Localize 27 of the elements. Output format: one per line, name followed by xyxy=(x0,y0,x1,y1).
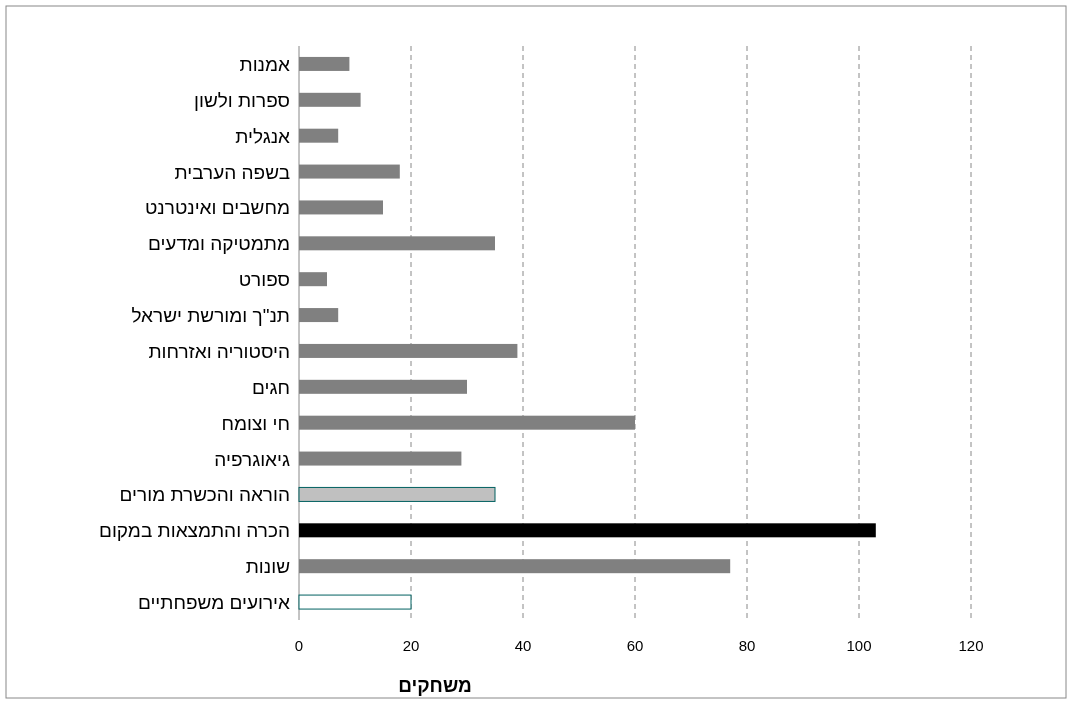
y-tick-label: היסטוריה ואזרחות xyxy=(148,340,290,362)
x-axis-title: משחקים xyxy=(398,675,472,696)
y-tick-label: חי וצומח xyxy=(221,412,290,434)
x-tick-label: 20 xyxy=(402,637,420,654)
y-tick-label: ספרות ולשון xyxy=(194,89,290,111)
x-tick-label: 80 xyxy=(738,637,756,654)
y-tick-label: שונות xyxy=(245,556,291,578)
x-tick-label: 100 xyxy=(846,637,872,654)
y-tick-label: תנ"ך ומורשת ישראל xyxy=(131,305,290,327)
y-tick-label: אמנות xyxy=(239,53,291,75)
bar xyxy=(299,523,876,538)
y-tick-label: הוראה והכשרת מורים xyxy=(119,484,290,506)
y-tick-label: אנגלית xyxy=(235,125,291,147)
bar xyxy=(298,594,412,610)
x-tick-label: 120 xyxy=(958,637,984,654)
y-tick-label: חגים xyxy=(252,376,290,398)
y-tick-label: אירועים משפחתיים xyxy=(137,592,291,614)
bar xyxy=(298,486,496,502)
y-tick-label: מחשבים ואינטרנט xyxy=(144,197,290,219)
y-tick-label: הכרה והתמצאות במקום xyxy=(99,520,290,542)
y-tick-label: מתמטיקה ומדעים xyxy=(147,233,290,255)
x-tick-label: 60 xyxy=(626,637,644,654)
x-tick-label: 40 xyxy=(514,637,532,654)
y-tick-label: בשפה הערבית xyxy=(174,161,290,183)
y-tick-label: ספורט xyxy=(238,269,290,291)
x-tick-label: 0 xyxy=(294,637,304,654)
y-tick-label: גיאוגרפיה xyxy=(214,448,290,470)
